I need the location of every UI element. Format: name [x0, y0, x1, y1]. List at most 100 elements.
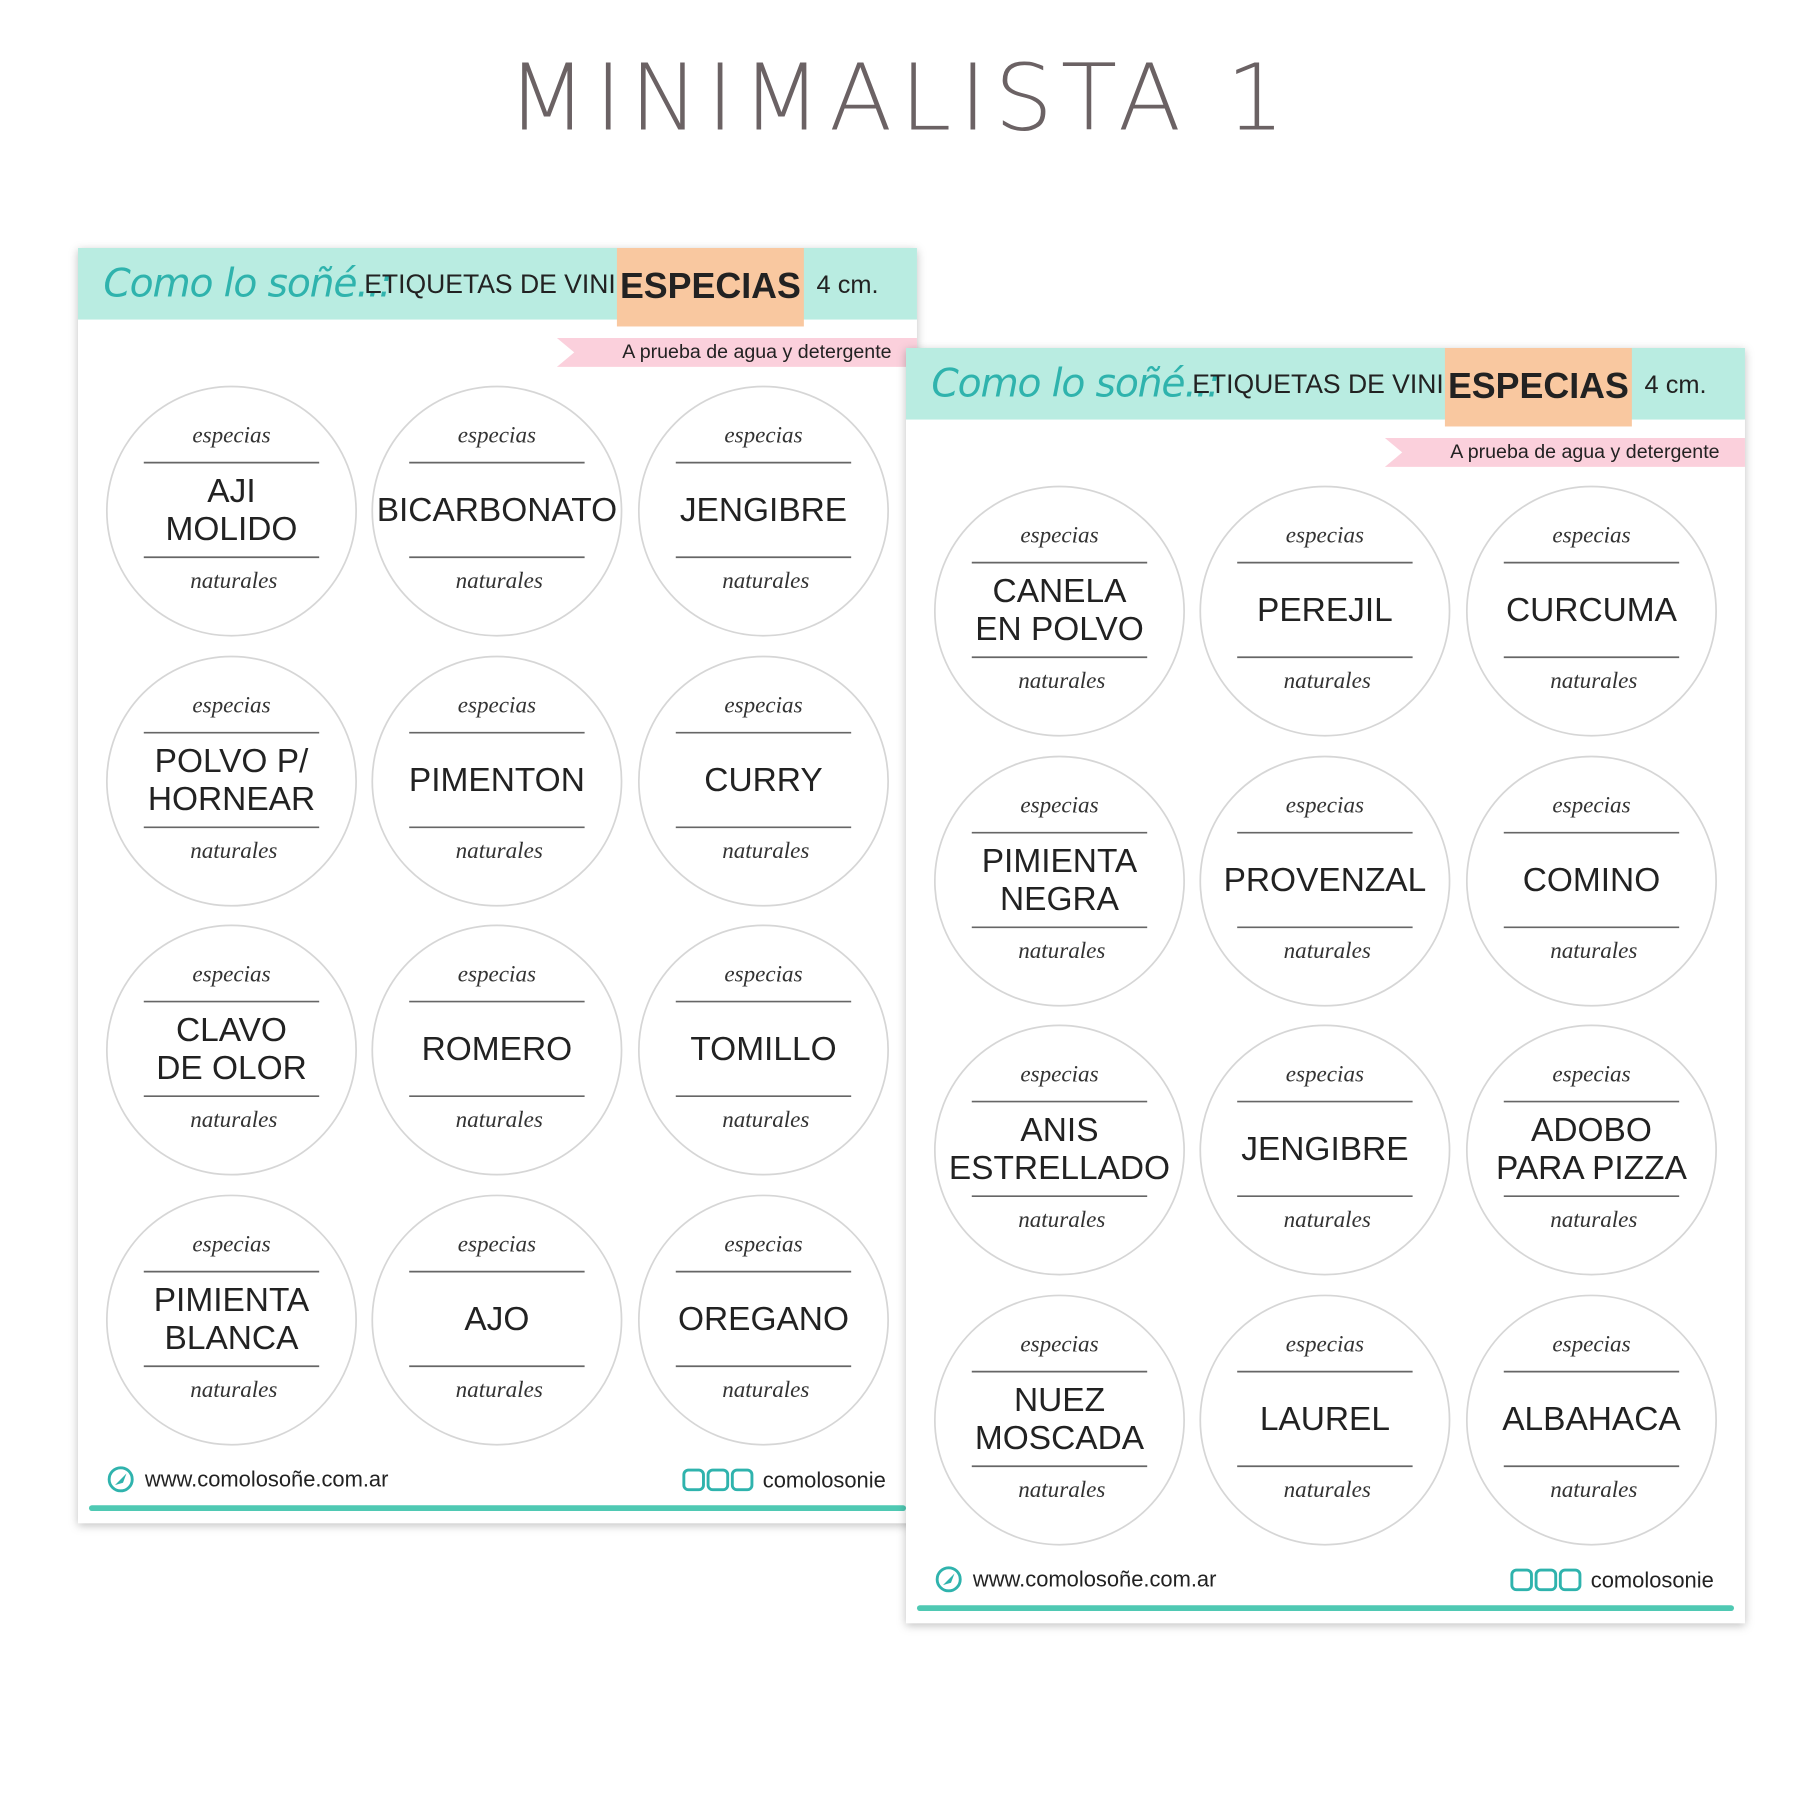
tagline: A prueba de agua y detergente: [622, 341, 891, 363]
label-top: especias: [1552, 1331, 1630, 1357]
label-name: MOSCADA: [975, 1420, 1145, 1457]
label-top: especias: [724, 422, 802, 448]
label-name: JENGIBRE: [1241, 1131, 1408, 1168]
label-top: especias: [458, 692, 536, 718]
label-name: JENGIBRE: [680, 492, 847, 529]
label-name: NEGRA: [1000, 881, 1120, 918]
label-name: OREGANO: [678, 1301, 849, 1338]
label-top: especias: [192, 692, 270, 718]
label-name: HORNEAR: [148, 781, 315, 818]
label-bottom: naturales: [190, 1376, 277, 1402]
label-name: PIMIENTA: [982, 843, 1138, 880]
label-circle: [105, 385, 357, 637]
label-top: especias: [1552, 792, 1630, 818]
label-name: ADOBO: [1531, 1112, 1652, 1149]
label-name: POLVO P/: [155, 743, 309, 780]
label-bottom: naturales: [1284, 1206, 1371, 1232]
label-top: especias: [1286, 1331, 1364, 1357]
round-label: especias naturales JENGIBRE: [1199, 1024, 1451, 1276]
label-circle: [105, 655, 357, 907]
label-bottom: naturales: [1550, 937, 1637, 963]
label-bottom: naturales: [1284, 667, 1371, 693]
label-name: PEREJIL: [1257, 592, 1393, 629]
label-bottom: naturales: [722, 1106, 809, 1132]
social-icon: [1558, 1568, 1582, 1592]
label-name: ROMERO: [422, 1031, 573, 1068]
label-bottom: naturales: [1550, 1476, 1637, 1502]
label-name: LAUREL: [1260, 1401, 1390, 1438]
label-sheet: Como lo soñé..:ETIQUETAS DE VINILOESPECI…: [78, 248, 917, 1524]
label-circle: [1465, 1294, 1717, 1546]
brand-logo: Como lo soñé..:: [103, 262, 391, 307]
label-circle: [933, 755, 1185, 1007]
tagline-ribbon: [1384, 438, 1745, 467]
round-label: especias naturales COMINO: [1465, 755, 1717, 1007]
label-bottom: naturales: [456, 1106, 543, 1132]
label-circle: [1199, 485, 1451, 737]
round-label: especias naturales LAUREL: [1199, 1294, 1451, 1546]
label-name: COMINO: [1523, 862, 1661, 899]
tagline: A prueba de agua y detergente: [1450, 441, 1719, 463]
label-top: especias: [1020, 1060, 1098, 1086]
label-bottom: naturales: [190, 1106, 277, 1132]
label-bottom: naturales: [1018, 667, 1105, 693]
label-bottom: naturales: [456, 837, 543, 863]
category: ESPECIAS: [1448, 366, 1629, 406]
label-name: CLAVO: [176, 1012, 287, 1049]
round-label: especias naturales JENGIBRE: [637, 385, 889, 637]
round-label: especias naturales ALBAHACA: [1465, 1294, 1717, 1546]
label-top: especias: [724, 1231, 802, 1257]
label-name: DE OLOR: [156, 1050, 307, 1087]
label-bottom: naturales: [722, 567, 809, 593]
label-name: EN POLVO: [975, 611, 1144, 648]
label-bottom: naturales: [456, 1376, 543, 1402]
tagline-ribbon: [556, 338, 917, 367]
label-name: NUEZ: [1014, 1382, 1105, 1419]
label-name: BICARBONATO: [377, 492, 617, 529]
web-icon-arrow: [942, 1573, 955, 1586]
label-bottom: naturales: [1550, 667, 1637, 693]
label-name: CANELA: [993, 573, 1128, 610]
round-label: especias naturales PROVENZAL: [1199, 755, 1451, 1007]
label-circle: [933, 1024, 1185, 1276]
round-label: especias naturales CURCUMA: [1465, 485, 1717, 737]
label-top: especias: [192, 960, 270, 986]
brand-logo: Como lo soñé..:: [931, 362, 1219, 407]
website: www.comolosoñe.com.ar: [144, 1466, 389, 1491]
label-bottom: naturales: [1018, 937, 1105, 963]
label-top: especias: [1020, 1331, 1098, 1357]
label-circle: [1199, 1024, 1451, 1276]
social-handle: comolosonie: [1591, 1567, 1714, 1592]
label-name: PARA PIZZA: [1496, 1150, 1688, 1187]
label-circle: [371, 924, 623, 1176]
label-size: 4 cm.: [1645, 371, 1707, 399]
social-icon: [706, 1468, 730, 1492]
label-bottom: naturales: [722, 837, 809, 863]
label-circle: [637, 655, 889, 907]
label-name: BLANCA: [165, 1320, 300, 1357]
label-name: ALBAHACA: [1502, 1401, 1681, 1438]
label-name: ESTRELLADO: [949, 1150, 1170, 1187]
label-circle: [371, 385, 623, 637]
social-icon: [1534, 1568, 1558, 1592]
label-name: CURRY: [704, 762, 822, 799]
round-label: especias naturales OREGANO: [637, 1194, 889, 1446]
round-label: especias naturales PEREJIL: [1199, 485, 1451, 737]
label-name: PROVENZAL: [1224, 862, 1427, 899]
label-bottom: naturales: [1018, 1206, 1105, 1232]
label-circle: [637, 1194, 889, 1446]
category: ESPECIAS: [620, 266, 801, 306]
label-top: especias: [724, 960, 802, 986]
sheet-heading: ETIQUETAS DE VINILO: [1192, 369, 1479, 399]
label-bottom: naturales: [722, 1376, 809, 1402]
label-circle: [933, 1294, 1185, 1546]
label-top: especias: [192, 1231, 270, 1257]
label-circle: [371, 655, 623, 907]
label-circle: [637, 385, 889, 637]
